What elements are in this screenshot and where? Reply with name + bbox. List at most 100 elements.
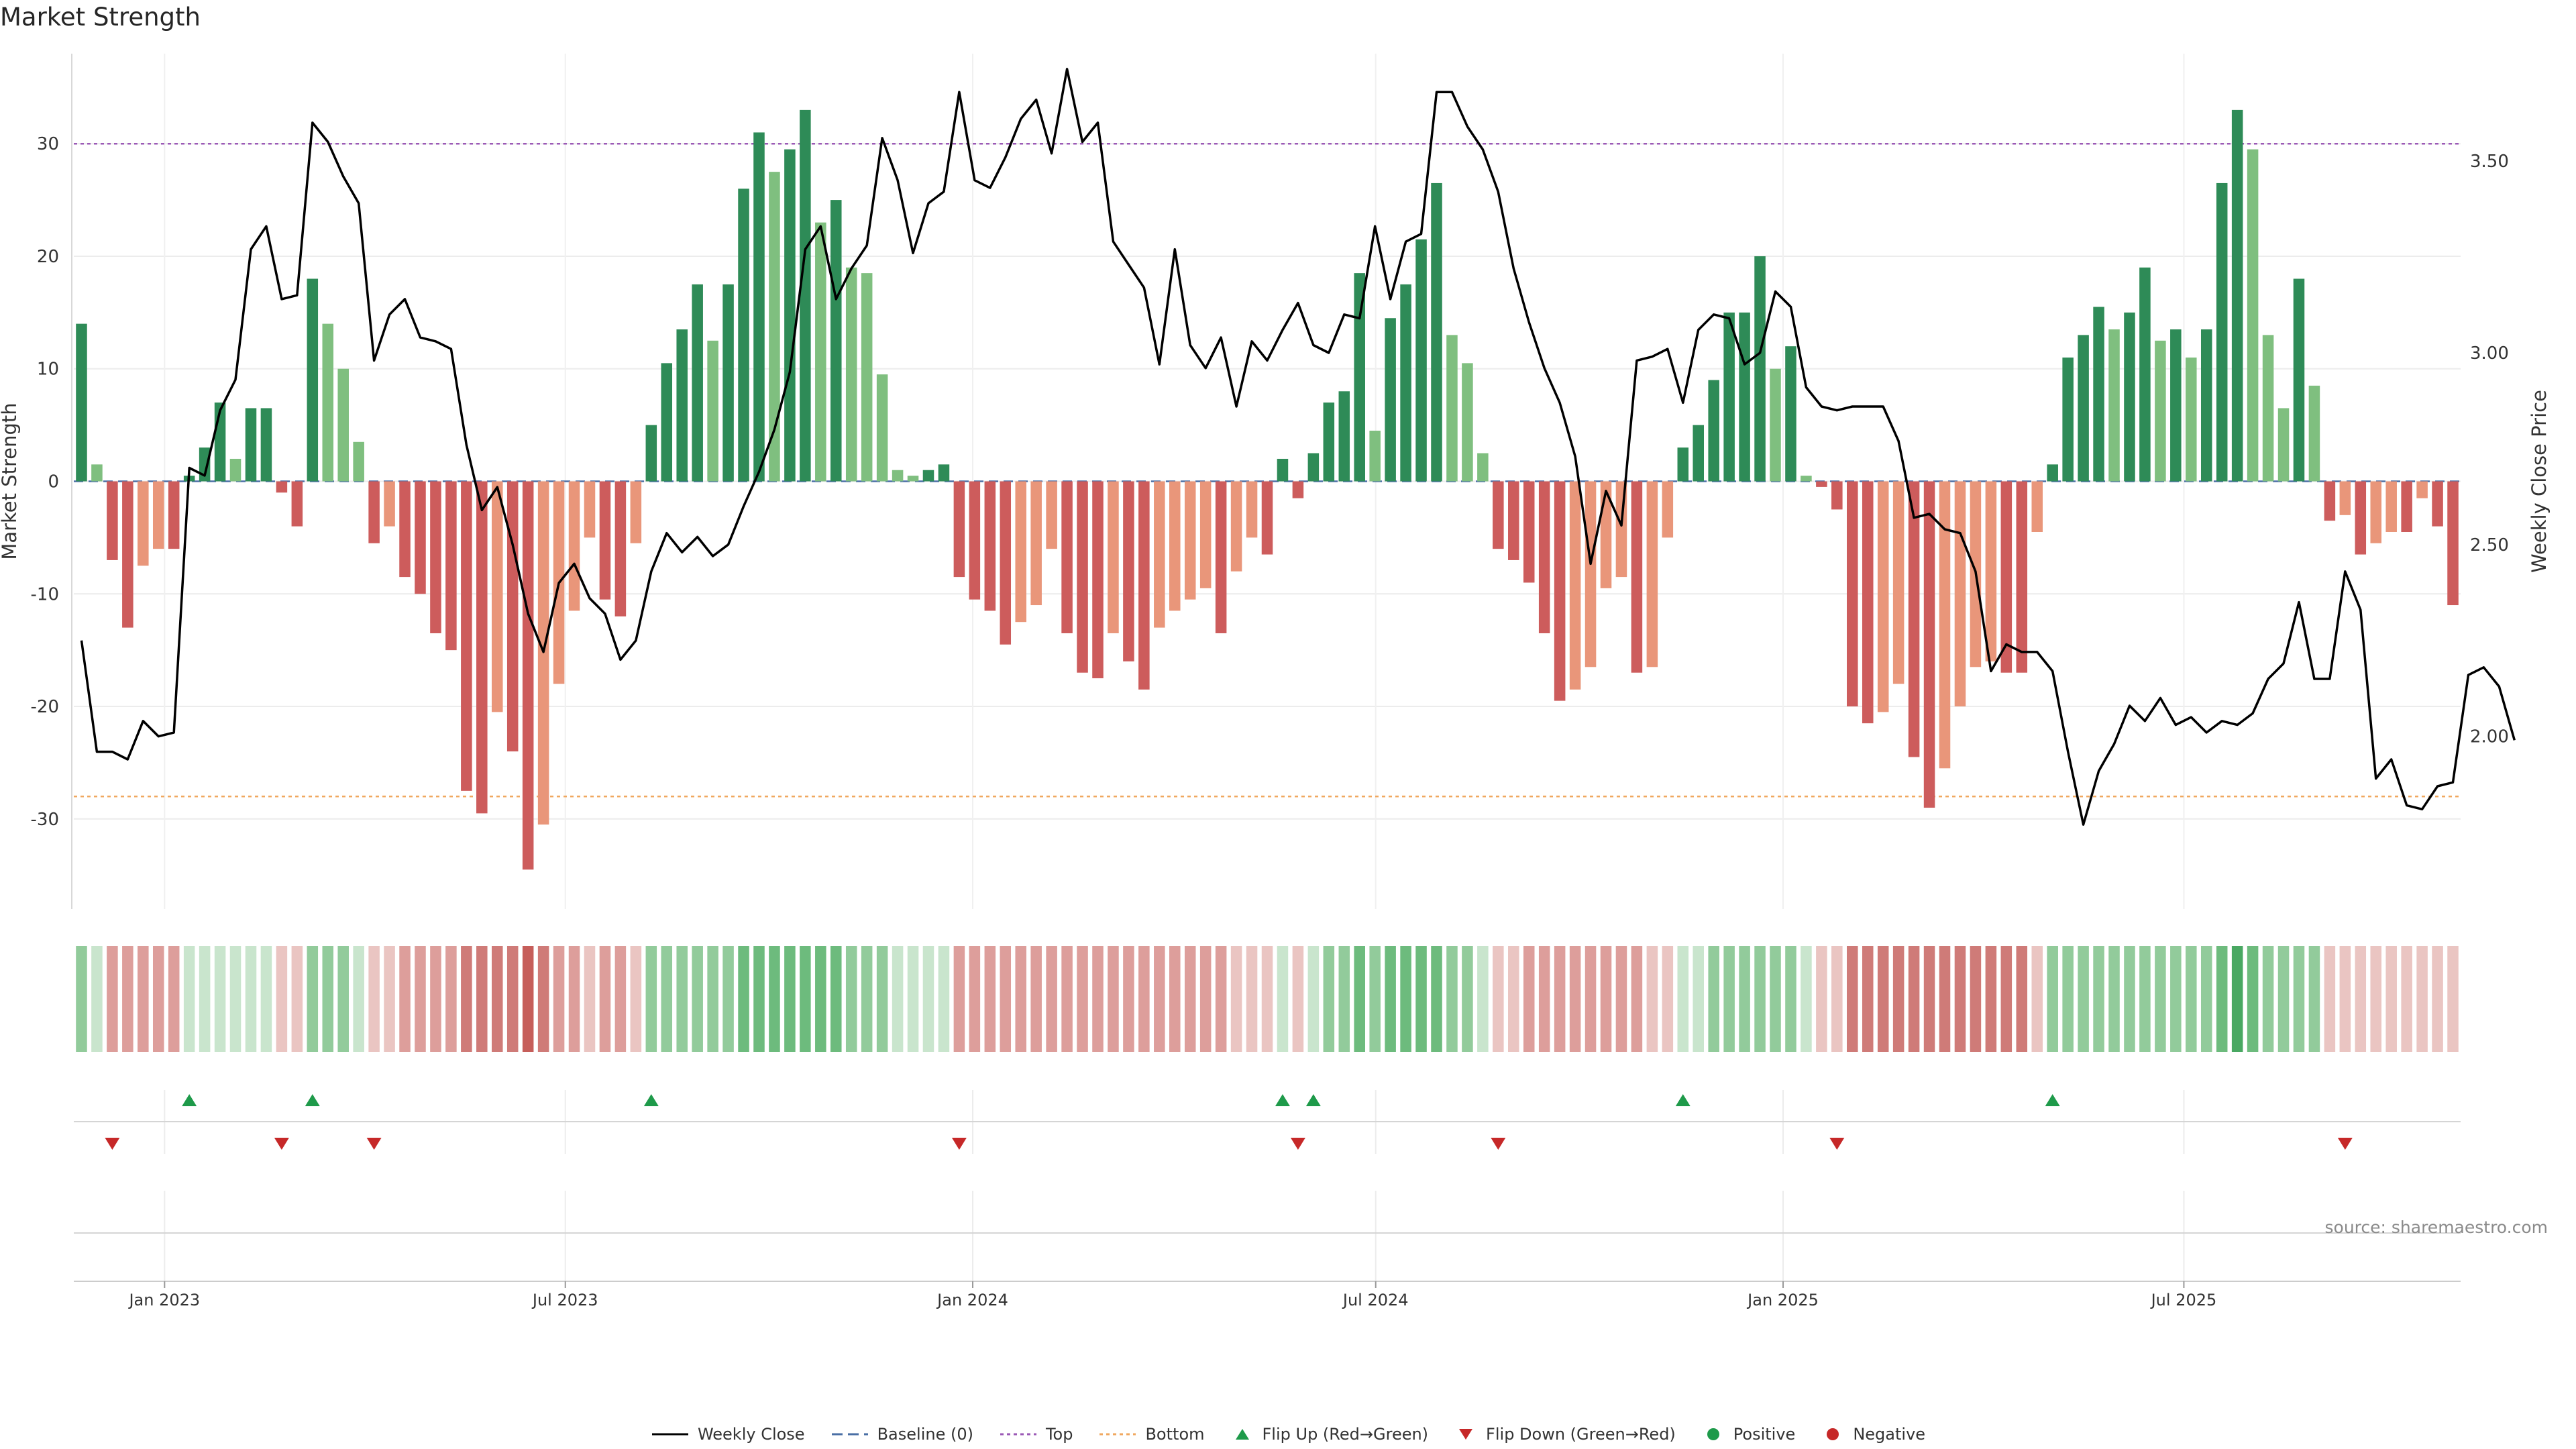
flip-up-marker <box>182 1094 197 1106</box>
strength-bar <box>2200 329 2212 482</box>
sentiment-cell <box>1015 946 1026 1052</box>
strength-bar <box>245 408 257 482</box>
sentiment-cell <box>645 946 657 1052</box>
strength-bar <box>1801 476 1812 482</box>
sentiment-cell <box>138 946 149 1052</box>
strength-bar <box>1154 481 1165 628</box>
sentiment-cell <box>845 946 857 1052</box>
strength-bar <box>969 481 981 600</box>
sentiment-cell <box>2124 946 2135 1052</box>
sentiment-cell <box>1030 946 1042 1052</box>
sentiment-cell <box>322 946 334 1052</box>
sentiment-cell <box>1585 946 1597 1052</box>
x-tick-label: Jan 2025 <box>1746 1291 1819 1309</box>
sentiment-cell <box>1508 946 1519 1052</box>
legend-label: Positive <box>1733 1425 1796 1444</box>
sentiment-cell <box>491 946 503 1052</box>
sentiment-cell <box>1739 946 1750 1052</box>
strength-bar <box>1354 273 1365 482</box>
sentiment-cell <box>2277 946 2290 1052</box>
chart-legend: Weekly Close Baseline (0) Top Bottom Flip Up… <box>0 1425 2576 1444</box>
sentiment-cell <box>830 946 842 1052</box>
sentiment-cell <box>199 946 211 1052</box>
strength-bar <box>1292 481 1304 498</box>
sentiment-cell <box>1354 946 1365 1052</box>
legend-item-flip_up: Flip Up (Red→Green) <box>1230 1425 1428 1444</box>
sentiment-cell <box>2247 946 2259 1052</box>
y-axis-left: -30 -20 -10 0 10 20 30 Market Strength <box>0 134 59 830</box>
sentiment-cell <box>1385 946 1396 1052</box>
strength-bar <box>1215 481 1227 633</box>
strength-bar <box>522 481 534 870</box>
sentiment-cell <box>969 946 981 1052</box>
strength-bar <box>430 481 441 633</box>
sentiment-cell <box>1431 946 1442 1052</box>
sentiment-cell <box>553 946 565 1052</box>
sentiment-cell <box>1123 946 1134 1052</box>
sentiment-cell <box>1477 946 1489 1052</box>
strength-bar <box>2108 329 2120 482</box>
strength-bar <box>2124 312 2135 482</box>
strength-bar <box>1092 481 1104 679</box>
strength-bar <box>845 267 857 482</box>
strength-bar <box>168 481 180 549</box>
sentiment-cell <box>2000 946 2012 1052</box>
sentiment-cell <box>753 946 765 1052</box>
strength-bar <box>1385 318 1396 482</box>
sentiment-cell <box>1723 946 1735 1052</box>
strength-bar <box>892 470 904 482</box>
flip-markers-panel <box>74 1094 2461 1234</box>
flip-down-marker <box>274 1138 289 1150</box>
strength-bar <box>614 481 627 616</box>
sentiment-cell <box>2432 946 2443 1052</box>
strength-bar <box>353 441 364 482</box>
y2-tick-label: 3.50 <box>2470 152 2509 172</box>
sentiment-cell <box>584 946 596 1052</box>
strength-bar <box>800 109 811 482</box>
sentiment-cell <box>1631 946 1643 1052</box>
strength-bar <box>1693 425 1704 482</box>
sentiment-cell <box>1816 946 1827 1052</box>
sentiment-cell <box>2078 946 2089 1052</box>
strength-bar <box>260 408 272 482</box>
strength-bar <box>2416 481 2428 498</box>
strength-bar <box>1169 481 1181 611</box>
sentiment-cell <box>1462 946 1473 1052</box>
strength-bar <box>1816 481 1827 487</box>
legend-item-flip_down: Flip Down (Green→Red) <box>1454 1425 1676 1444</box>
strength-bar <box>815 222 826 482</box>
strength-bar <box>1000 481 1012 645</box>
strength-bar <box>1831 481 1843 510</box>
sentiment-cell <box>229 946 241 1052</box>
sentiment-cell <box>876 946 888 1052</box>
flip-down-marker <box>1829 1138 1845 1150</box>
sentiment-cell <box>676 946 688 1052</box>
y-tick-label: -20 <box>31 697 59 717</box>
sentiment-cell <box>1954 946 1966 1052</box>
flip-up-marker <box>1675 1094 1690 1106</box>
sentiment-cell <box>1646 946 1658 1052</box>
sentiment-cell <box>630 946 642 1052</box>
strength-bar <box>1015 481 1026 623</box>
strength-bar <box>1985 481 1997 661</box>
sentiment-cell <box>1523 946 1535 1052</box>
sentiment-cell <box>1708 946 1719 1052</box>
sentiment-cell <box>276 946 288 1052</box>
sentiment-cell <box>399 946 411 1052</box>
strength-bar <box>1077 481 1088 673</box>
sentiment-cell <box>291 946 303 1052</box>
sentiment-cell <box>91 946 103 1052</box>
strength-bar <box>938 464 950 482</box>
legend-item-bottom: Bottom <box>1098 1425 1205 1444</box>
strength-bar <box>1277 458 1289 482</box>
legend-label: Weekly Close <box>697 1425 805 1444</box>
y-tick-label: 0 <box>48 472 59 492</box>
strength-bar <box>1923 481 1935 808</box>
flip-down-marker <box>1491 1138 1506 1150</box>
strength-bar <box>307 278 319 482</box>
sentiment-cell <box>722 946 734 1052</box>
sentiment-cell <box>2447 946 2459 1052</box>
sentiment-cell <box>2308 946 2320 1052</box>
y2-tick-label: 2.50 <box>2470 535 2509 555</box>
legend-swatch-flip_up <box>1235 1429 1249 1440</box>
